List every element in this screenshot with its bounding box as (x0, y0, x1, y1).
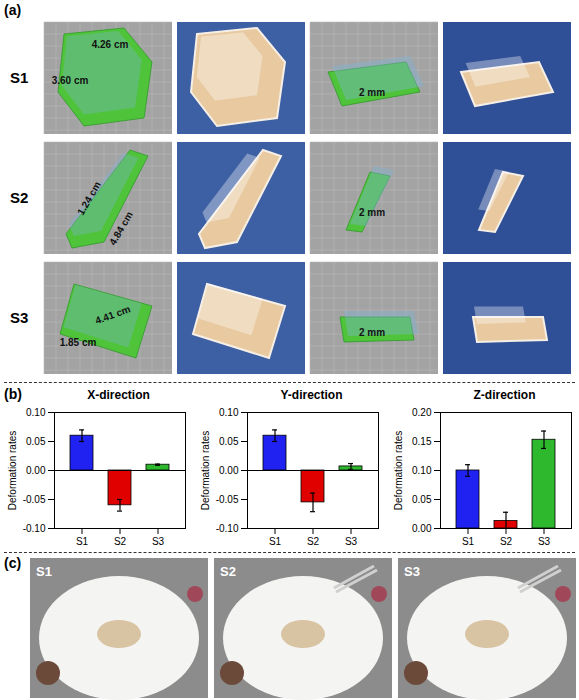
svg-text:Deformation rates: Deformation rates (393, 431, 404, 510)
svg-text:0.05: 0.05 (412, 494, 432, 505)
svg-text:0.05: 0.05 (26, 436, 46, 447)
svg-text:-0.05: -0.05 (23, 494, 46, 505)
svg-text:0.10: 0.10 (219, 407, 239, 418)
svg-text:S1: S1 (36, 564, 52, 579)
html-text:Y-direction: Y-direction (280, 388, 343, 402)
svg-text:2 mm: 2 mm (359, 87, 385, 98)
svg-text:-0.05: -0.05 (216, 494, 239, 505)
svg-text:2 mm: 2 mm (359, 207, 385, 218)
svg-text:3.60 cm: 3.60 cm (52, 75, 89, 86)
svg-text:S1: S1 (462, 536, 475, 547)
svg-text:Deformation rates: Deformation rates (7, 431, 18, 510)
svg-text:4.26 cm: 4.26 cm (92, 39, 129, 50)
svg-text:0.10: 0.10 (412, 465, 432, 476)
svg-text:S2: S2 (307, 536, 320, 547)
html-text:X-direction: X-direction (87, 388, 150, 402)
svg-text:Deformation rates: Deformation rates (200, 431, 211, 510)
svg-text:0.00: 0.00 (26, 465, 46, 476)
svg-text:S3: S3 (152, 536, 165, 547)
svg-text:-0.10: -0.10 (23, 523, 46, 534)
html-text:(a): (a) (4, 2, 22, 18)
html-text:S1: S1 (10, 69, 29, 86)
svg-text:1.24 cm: 1.24 cm (75, 180, 103, 217)
svg-text:4.84 cm: 4.84 cm (107, 210, 135, 247)
svg-text:S3: S3 (345, 536, 358, 547)
svg-text:-0.10: -0.10 (216, 523, 239, 534)
svg-text:S2: S2 (114, 536, 127, 547)
html-text:(b): (b) (4, 386, 22, 402)
svg-text:0.00: 0.00 (412, 523, 432, 534)
svg-text:S2: S2 (500, 536, 513, 547)
svg-text:4.41 cm: 4.41 cm (94, 303, 132, 326)
svg-text:2 mm: 2 mm (359, 327, 385, 338)
svg-text:S1: S1 (76, 536, 89, 547)
html-text:Z-direction: Z-direction (473, 388, 536, 402)
svg-text:S2: S2 (220, 564, 236, 579)
html-text:S3: S3 (10, 309, 29, 326)
svg-text:0.20: 0.20 (412, 407, 432, 418)
svg-text:S3: S3 (538, 536, 551, 547)
svg-text:1.85 cm: 1.85 cm (60, 337, 97, 348)
svg-text:0.05: 0.05 (219, 436, 239, 447)
svg-text:0.15: 0.15 (412, 436, 432, 447)
html-text:S2: S2 (10, 189, 29, 206)
svg-text:S1: S1 (269, 536, 282, 547)
svg-text:0.10: 0.10 (26, 407, 46, 418)
svg-text:S3: S3 (404, 564, 420, 579)
html-text:(c): (c) (4, 555, 22, 571)
svg-text:0.00: 0.00 (219, 465, 239, 476)
